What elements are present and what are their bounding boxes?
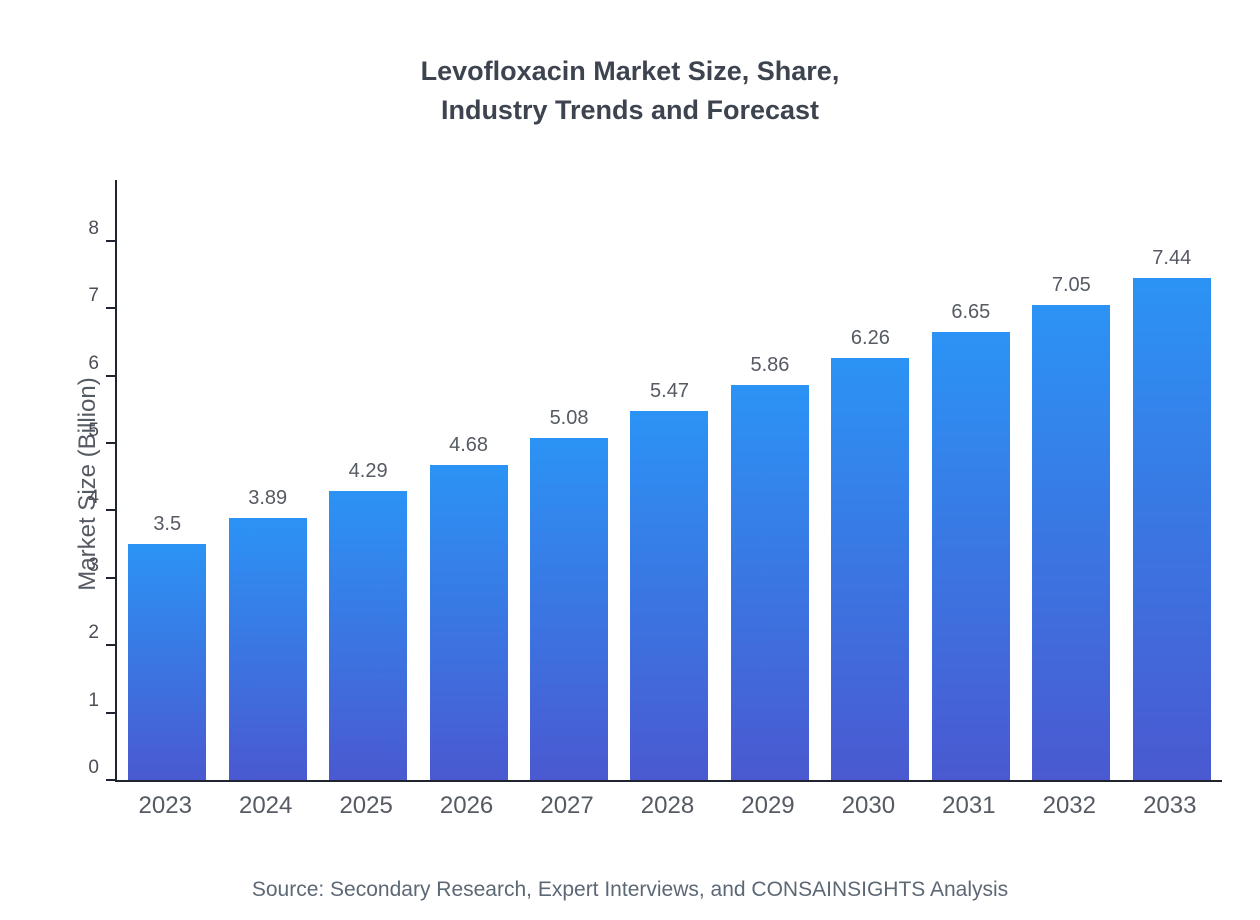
bar-slot-2026: 4.68	[418, 180, 518, 780]
bar-value-label: 5.47	[650, 380, 689, 403]
bar-slot-2030: 6.26	[820, 180, 920, 780]
bar-2033	[1132, 278, 1211, 780]
y-tick-label: 6	[88, 352, 99, 374]
y-tick-label: 8	[88, 217, 99, 239]
bar-slot-2033: 7.44	[1122, 180, 1222, 780]
bar-slot-2025: 4.29	[318, 180, 418, 780]
bar-2031	[931, 331, 1010, 780]
bar-slot-2024: 3.89	[217, 180, 317, 780]
bar-value-label: 5.08	[549, 406, 589, 429]
bar-slot-2031: 6.65	[921, 180, 1021, 780]
y-tick-label: 0	[88, 757, 99, 778]
x-tick-label-2031: 2031	[942, 792, 996, 819]
bar-slot-2023: 3.5	[117, 180, 217, 780]
x-tick-label-2023: 2023	[138, 792, 192, 819]
y-tick-mark	[106, 576, 115, 579]
y-tick-mark	[106, 779, 115, 781]
x-tick-label-2024: 2024	[238, 792, 293, 819]
bar-2032	[1032, 304, 1111, 780]
y-axis-label: Market Size (Billion)	[74, 377, 101, 591]
y-tick-mark	[106, 307, 115, 310]
bar-2027	[530, 437, 609, 780]
x-tick-label-2033: 2033	[1143, 792, 1197, 819]
y-tick-label: 2	[88, 622, 99, 644]
y-tick-mark	[106, 711, 115, 714]
bar-value-label: 5.86	[750, 353, 790, 376]
x-tick-label-2025: 2025	[339, 792, 393, 819]
chart-title: Levofloxacin Market Size, Share, Industr…	[0, 52, 1260, 130]
bar-slot-2032: 7.05	[1021, 180, 1121, 780]
chart-title-line2: Industry Trends and Forecast	[440, 95, 820, 126]
bar-value-label: 6.26	[850, 326, 890, 349]
y-axis-ticks: 0 1 2 3 4 5 6 7 8	[88, 180, 1222, 781]
x-tick-label-2029: 2029	[741, 792, 795, 819]
bar-2029	[730, 384, 809, 780]
y-tick-label: 3	[88, 554, 99, 576]
x-tick-label-2027: 2027	[540, 792, 594, 819]
bar-2026	[429, 464, 508, 780]
plot-area: 0 1 2 3 4 5 6 7 8 3.5 3.89 4.29 4.68 5.08 5.47 5.86 6.2…	[88, 180, 1222, 782]
y-tick-label: 1	[88, 689, 99, 711]
y-tick-mark	[106, 374, 115, 377]
bar-value-label: 4.68	[449, 433, 489, 456]
y-tick-label: 4	[88, 487, 99, 509]
x-tick-label-2026: 2026	[439, 792, 494, 819]
bar-2023	[128, 544, 207, 780]
y-tick-mark	[106, 509, 115, 512]
x-tick-label-2030: 2030	[841, 792, 896, 819]
bar-value-label: 7.44	[1152, 247, 1192, 270]
x-axis-labels: 2023 2024 2025 2026 2027 2028 2029 2030 2031 2032…	[115, 792, 1220, 820]
y-tick-mark	[106, 441, 115, 444]
bar-value-label: 6.65	[951, 300, 991, 323]
bar-value-label: 7.05	[1051, 273, 1091, 296]
bar-2025	[329, 490, 408, 780]
bar-slot-2029: 5.86	[720, 180, 820, 780]
bar-value-label: 3.5	[153, 513, 182, 536]
bar-2030	[831, 357, 910, 780]
chart-title-line1: Levofloxacin Market Size, Share,	[420, 56, 840, 86]
bar-value-label: 4.29	[348, 459, 388, 482]
y-tick-label: 7	[88, 285, 99, 307]
bar-slot-2027: 5.08	[519, 180, 619, 780]
bar-2028	[630, 411, 709, 780]
x-tick-label-2032: 2032	[1042, 792, 1096, 819]
bar-2024	[228, 517, 307, 780]
y-tick-mark	[106, 644, 115, 647]
bars-container: 3.5 3.89 4.29 4.68 5.08 5.47 5.86 6.26 6.65 7.05 7…	[117, 180, 1222, 780]
bar-value-label: 3.89	[248, 486, 288, 509]
x-tick-label-2028: 2028	[640, 792, 695, 819]
bar-slot-2028: 5.47	[619, 180, 719, 780]
source-attribution: Source: Secondary Research, Expert Inter…	[251, 878, 1009, 901]
y-tick-mark	[106, 239, 115, 242]
y-tick-label: 5	[88, 419, 99, 441]
